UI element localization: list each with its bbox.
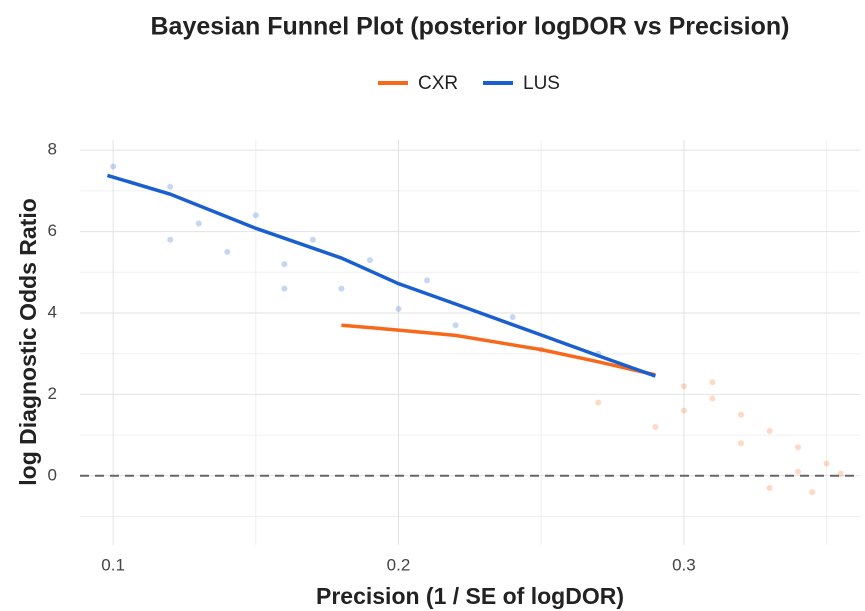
y-tick-label: 2 <box>48 384 57 403</box>
point <box>837 470 844 477</box>
point <box>737 440 744 447</box>
point <box>224 248 231 255</box>
point <box>709 379 716 386</box>
point <box>167 183 174 190</box>
point <box>338 285 345 292</box>
point <box>281 285 288 292</box>
point <box>809 489 816 496</box>
point <box>766 485 773 492</box>
point <box>195 220 202 227</box>
chart-title: Bayesian Funnel Plot (posterior logDOR v… <box>150 13 789 41</box>
legend-label: LUS <box>523 73 560 94</box>
y-axis-label: log Diagnostic Odds Ratio <box>15 198 41 486</box>
point <box>309 236 316 243</box>
point <box>766 428 773 435</box>
line <box>341 323 656 377</box>
y-tick-label: 0 <box>48 465 57 484</box>
y-tick-label: 6 <box>48 221 57 240</box>
point <box>281 261 288 268</box>
point <box>509 314 516 321</box>
x-tick-label: 0.2 <box>387 555 411 574</box>
point <box>680 407 687 414</box>
point <box>424 277 431 284</box>
point <box>795 444 802 451</box>
point <box>652 423 659 430</box>
point <box>737 411 744 418</box>
y-tick-label: 8 <box>48 140 57 159</box>
x-tick-label: 0.3 <box>672 555 696 574</box>
point <box>709 395 716 402</box>
y-tick-label: 4 <box>48 302 57 321</box>
x-tick-label: 0.1 <box>101 555 125 574</box>
x-axis-label: Precision (1 / SE of logDOR) <box>316 583 624 609</box>
legend-label: CXR <box>418 73 458 94</box>
point <box>395 305 402 312</box>
point <box>252 212 259 219</box>
point <box>795 468 802 475</box>
point <box>167 236 174 243</box>
point <box>680 383 687 390</box>
point <box>452 322 459 329</box>
point <box>595 399 602 406</box>
point <box>110 163 117 170</box>
point <box>823 460 830 467</box>
line <box>106 173 656 378</box>
point <box>366 257 373 264</box>
